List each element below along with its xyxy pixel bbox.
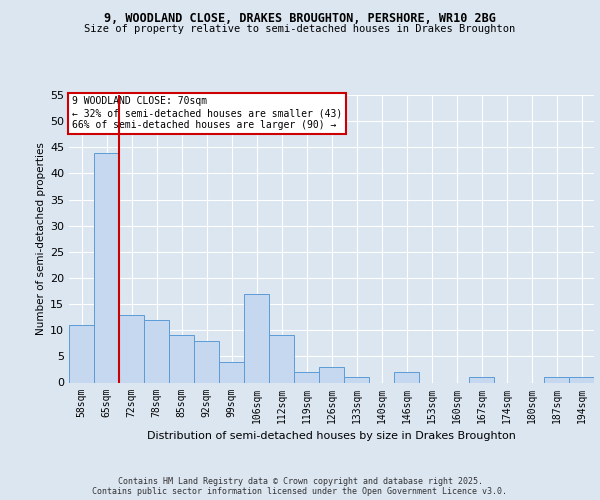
Bar [269,336,294,382]
Y-axis label: Number of semi-detached properties: Number of semi-detached properties [36,142,46,335]
Bar [294,372,319,382]
Text: Size of property relative to semi-detached houses in Drakes Broughton: Size of property relative to semi-detach… [85,24,515,34]
Bar [119,314,144,382]
Bar [469,378,494,382]
Bar [144,320,169,382]
Bar [169,336,194,382]
Bar [344,378,369,382]
Bar [319,367,344,382]
Text: 9, WOODLAND CLOSE, DRAKES BROUGHTON, PERSHORE, WR10 2BG: 9, WOODLAND CLOSE, DRAKES BROUGHTON, PER… [104,12,496,26]
Bar [94,152,119,382]
Text: Contains HM Land Registry data © Crown copyright and database right 2025.
Contai: Contains HM Land Registry data © Crown c… [92,476,508,496]
Bar [244,294,269,382]
Bar [69,325,94,382]
Text: 9 WOODLAND CLOSE: 70sqm
← 32% of semi-detached houses are smaller (43)
66% of se: 9 WOODLAND CLOSE: 70sqm ← 32% of semi-de… [71,96,342,130]
Bar [194,340,219,382]
Bar [394,372,419,382]
Bar [569,378,594,382]
Bar [219,362,244,382]
Bar [544,378,569,382]
X-axis label: Distribution of semi-detached houses by size in Drakes Broughton: Distribution of semi-detached houses by … [147,431,516,441]
